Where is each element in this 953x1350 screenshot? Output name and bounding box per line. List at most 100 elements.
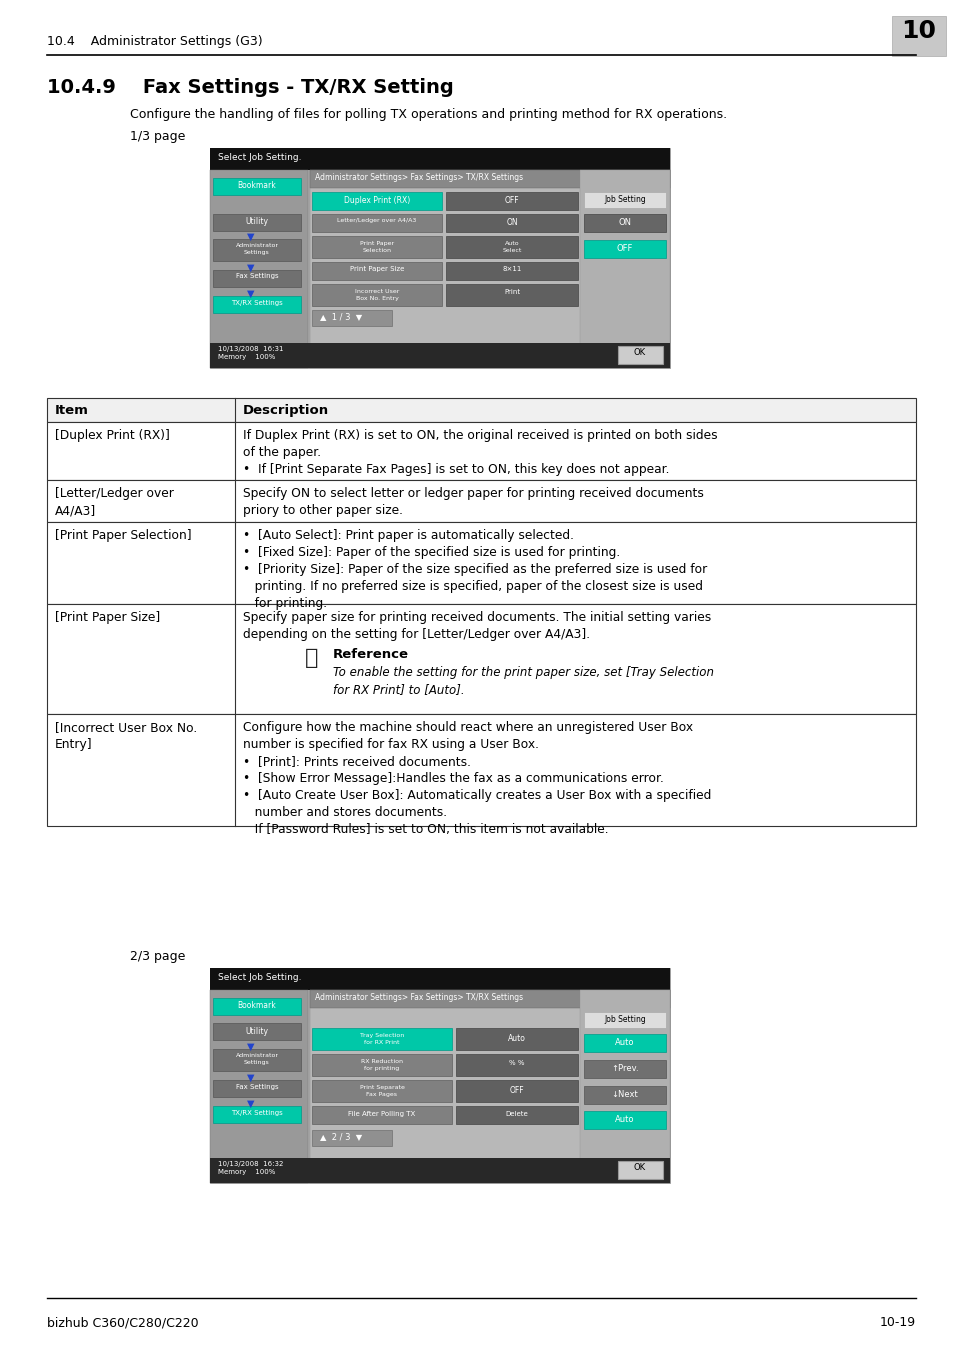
Text: Print: Print [503, 289, 519, 296]
Text: Utility: Utility [245, 1027, 268, 1035]
Text: •  [Auto Select]: Print paper is automatically selected.
•  [Fixed Size]: Paper : • [Auto Select]: Print paper is automati… [243, 529, 706, 610]
Bar [312, 284, 441, 306]
Text: [Incorrect User Box No.
Entry]: [Incorrect User Box No. Entry] [55, 721, 197, 751]
Text: 10/13/2008  16:31: 10/13/2008 16:31 [218, 346, 283, 352]
Text: If Duplex Print (RX) is set to ON, the original received is printed on both side: If Duplex Print (RX) is set to ON, the o… [243, 429, 717, 477]
Bar [312, 192, 441, 211]
Bar [312, 1027, 452, 1050]
Bar [210, 343, 669, 369]
Bar [312, 215, 441, 232]
Text: Administrator
Settings: Administrator Settings [235, 1053, 278, 1065]
Text: Print Separate
Fax Pages: Print Separate Fax Pages [359, 1085, 404, 1096]
Text: OFF: OFF [509, 1085, 524, 1095]
Bar [213, 1080, 301, 1098]
Bar [312, 310, 392, 325]
Bar [312, 236, 441, 258]
Text: Bookmark: Bookmark [237, 181, 276, 190]
Bar [47, 481, 915, 522]
Bar [312, 1130, 392, 1146]
Text: File After Polling TX: File After Polling TX [348, 1111, 416, 1116]
Text: RX Reduction
for printing: RX Reduction for printing [360, 1058, 402, 1071]
Text: Memory    100%: Memory 100% [218, 1169, 275, 1174]
Bar [312, 1054, 452, 1076]
Text: Description: Description [243, 404, 329, 417]
Text: Print Paper
Selection: Print Paper Selection [359, 242, 394, 252]
Bar [583, 192, 665, 208]
Bar [210, 968, 669, 1183]
Text: Bookmark: Bookmark [237, 1000, 276, 1010]
Text: Memory    100%: Memory 100% [218, 354, 275, 360]
Bar [312, 1080, 452, 1102]
Text: 1/3 page: 1/3 page [130, 130, 185, 143]
Text: Print Paper Size: Print Paper Size [350, 266, 404, 271]
Text: [Duplex Print (RX)]: [Duplex Print (RX)] [55, 429, 170, 441]
Text: ▼: ▼ [247, 263, 254, 273]
Bar [446, 192, 578, 211]
Text: ↑Prev.: ↑Prev. [611, 1064, 639, 1073]
Bar [583, 1111, 665, 1129]
Text: OK: OK [634, 1162, 645, 1172]
Text: ON: ON [618, 217, 631, 227]
Text: Job Setting: Job Setting [603, 194, 645, 204]
Bar [310, 170, 669, 188]
Text: 8×11: 8×11 [502, 266, 521, 271]
Bar [310, 170, 669, 369]
Text: ▼: ▼ [247, 232, 254, 242]
Bar [583, 240, 665, 258]
Bar [583, 1012, 665, 1027]
Bar [213, 178, 301, 194]
Text: Select Job Setting.: Select Job Setting. [218, 973, 301, 981]
Bar [47, 398, 915, 423]
Text: Administrator Settings> Fax Settings> TX/RX Settings: Administrator Settings> Fax Settings> TX… [314, 173, 522, 182]
Text: ▼: ▼ [247, 289, 254, 298]
Bar [456, 1106, 578, 1125]
Bar [583, 1085, 665, 1104]
Bar [456, 1080, 578, 1102]
Text: Delete: Delete [505, 1111, 528, 1116]
Text: bizhub C360/C280/C220: bizhub C360/C280/C220 [47, 1316, 198, 1328]
Text: OFF: OFF [617, 244, 633, 252]
Text: ON: ON [506, 217, 517, 227]
Bar [210, 170, 308, 369]
Text: TX/RX Settings: TX/RX Settings [231, 300, 283, 306]
Bar [213, 1106, 301, 1123]
Bar [583, 1034, 665, 1052]
Bar [618, 346, 662, 365]
Text: [Letter/Ledger over
A4/A3]: [Letter/Ledger over A4/A3] [55, 487, 173, 517]
Text: ▲  1 / 3  ▼: ▲ 1 / 3 ▼ [319, 312, 362, 321]
Bar [583, 1060, 665, 1079]
Text: Tray Selection
for RX Print: Tray Selection for RX Print [359, 1033, 404, 1045]
Text: Auto: Auto [508, 1034, 525, 1044]
Bar [213, 1049, 301, 1071]
Text: TX/RX Settings: TX/RX Settings [231, 1110, 283, 1116]
Bar [456, 1027, 578, 1050]
Bar [47, 423, 915, 481]
Text: Configure how the machine should react where an unregistered User Box
number is : Configure how the machine should react w… [243, 721, 711, 836]
Text: ▲  2 / 3  ▼: ▲ 2 / 3 ▼ [319, 1133, 362, 1141]
Bar [213, 215, 301, 231]
Bar [312, 1106, 452, 1125]
Bar [310, 990, 669, 1008]
Text: Duplex Print (RX): Duplex Print (RX) [343, 196, 410, 205]
Bar [456, 1054, 578, 1076]
Text: Auto
Select: Auto Select [502, 242, 521, 252]
Text: Configure the handling of files for polling TX operations and printing method fo: Configure the handling of files for poll… [130, 108, 726, 122]
Text: Incorrect User
Box No. Entry: Incorrect User Box No. Entry [355, 289, 398, 301]
Text: Specify paper size for printing received documents. The initial setting varies
d: Specify paper size for printing received… [243, 612, 711, 641]
Text: To enable the setting for the print paper size, set [Tray Selection
for RX Print: To enable the setting for the print pape… [333, 666, 713, 697]
Text: Auto: Auto [615, 1115, 634, 1125]
Text: Administrator Settings> Fax Settings> TX/RX Settings: Administrator Settings> Fax Settings> TX… [314, 994, 522, 1002]
Text: Utility: Utility [245, 217, 268, 225]
Text: 2/3 page: 2/3 page [130, 950, 185, 963]
Text: 📚: 📚 [305, 648, 318, 668]
Text: 10: 10 [901, 19, 936, 43]
Bar [579, 170, 669, 369]
Text: Auto: Auto [615, 1038, 634, 1048]
Text: Item: Item [55, 404, 89, 417]
Bar [583, 215, 665, 232]
Bar [47, 603, 915, 714]
Bar [213, 1023, 301, 1040]
Bar [210, 1158, 669, 1183]
Bar [210, 968, 669, 990]
Text: [Print Paper Size]: [Print Paper Size] [55, 612, 160, 624]
